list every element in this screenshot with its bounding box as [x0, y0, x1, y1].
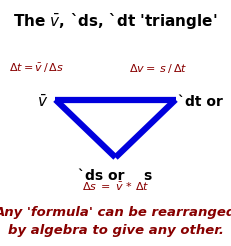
Text: $\Delta s\;=\;\bar{v}\,*\,\Delta t$: $\Delta s\;=\;\bar{v}\,*\,\Delta t$ [82, 181, 149, 193]
Text: The $\bar{v}$, `ds, `dt 'triangle': The $\bar{v}$, `ds, `dt 'triangle' [13, 11, 218, 31]
Text: by algebra to give any other.: by algebra to give any other. [8, 224, 223, 236]
Text: `dt or    t: `dt or t [178, 95, 231, 109]
Text: Any 'formula' can be rearranged: Any 'formula' can be rearranged [0, 206, 231, 219]
Text: $\Delta v =\;s\,/\,\Delta t$: $\Delta v =\;s\,/\,\Delta t$ [129, 62, 188, 75]
Text: $\Delta t = \bar{v}\,/\,\Delta s$: $\Delta t = \bar{v}\,/\,\Delta s$ [9, 62, 64, 76]
Text: `ds or    s: `ds or s [78, 169, 153, 183]
Text: $\bar{v}$: $\bar{v}$ [37, 94, 49, 110]
